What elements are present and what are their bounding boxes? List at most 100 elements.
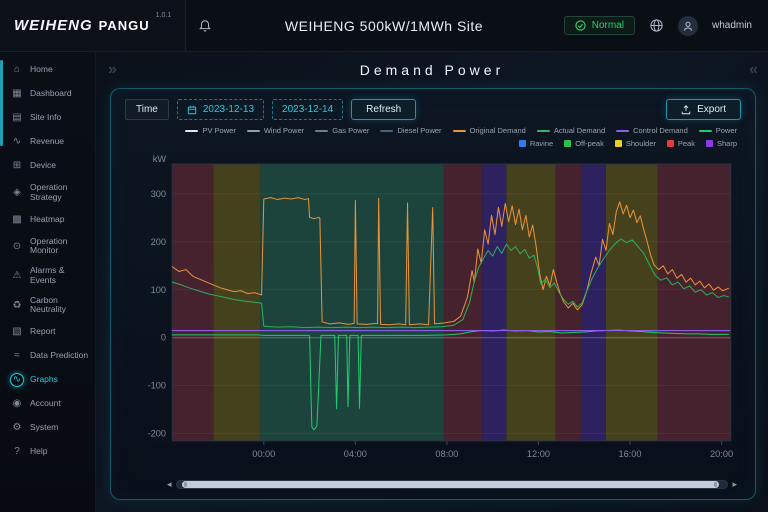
- legend-item-off-peak[interactable]: Off-peak: [564, 139, 604, 148]
- sidebar-item-home[interactable]: ⌂ Home: [0, 58, 95, 82]
- sidebar-item-label: Graphs: [30, 374, 58, 385]
- sidebar-item-revenue[interactable]: ∿ Revenue: [0, 130, 95, 154]
- original-demand-swatch-icon: [452, 129, 466, 132]
- avatar[interactable]: [677, 15, 698, 36]
- end-date-value: 2023-12-14: [282, 104, 334, 115]
- legend-item-diesel-power[interactable]: Diesel Power: [380, 126, 442, 135]
- sidebar-item-graphs[interactable]: ∿ Graphs: [0, 368, 95, 392]
- calendar-icon: [187, 105, 197, 114]
- weiheng-logo-text: WEIHENG: [14, 17, 93, 34]
- svg-text:100: 100: [151, 285, 166, 295]
- sidebar-item-label: Data Prediction: [30, 350, 89, 361]
- sidebar-item-label: Dashboard: [30, 88, 72, 99]
- ravine-swatch-icon: [518, 140, 526, 147]
- pangu-logo-text: PANGU: [98, 18, 150, 33]
- graphs-icon: ∿: [10, 373, 24, 388]
- sidebar-item-site-info[interactable]: ▤ Site Info: [0, 106, 95, 130]
- version-label: 1.0.1: [155, 12, 172, 19]
- legend-item-original-demand[interactable]: Original Demand: [452, 126, 526, 135]
- sidebar-item-help[interactable]: ? Help: [0, 440, 95, 464]
- sidebar-item-account[interactable]: ◉ Account: [0, 392, 95, 416]
- scroll-right-arrow-icon[interactable]: ▸: [732, 478, 737, 489]
- sidebar-item-operation-strategy[interactable]: ◈ Operation Strategy: [0, 178, 95, 208]
- zoom-scrollbar: ◂ ▸: [167, 477, 737, 491]
- start-date-picker[interactable]: 2023-12-13: [176, 99, 265, 120]
- legend-label: Gas Power: [332, 126, 370, 135]
- globe-icon[interactable]: [649, 18, 664, 33]
- device-icon: ⊞: [12, 160, 22, 172]
- legend-label: PV Power: [202, 126, 236, 135]
- svg-text:20:00: 20:00: [710, 449, 733, 459]
- status-badge[interactable]: Normal: [563, 16, 635, 35]
- gas-power-swatch-icon: [315, 129, 329, 132]
- legend-label: Shoulder: [625, 139, 656, 148]
- control-demand-swatch-icon: [616, 129, 630, 132]
- sidebar-item-system[interactable]: ⚙ System: [0, 416, 95, 440]
- legend-item-power[interactable]: Power: [698, 126, 737, 135]
- chart-panel: Time 2023-12-13 2023-12-14 Refresh: [110, 88, 756, 500]
- account-icon: ◉: [12, 398, 22, 410]
- sidebar-item-alarms-events[interactable]: ⚠ Alarms & Events: [0, 261, 95, 291]
- legend-label: Actual Demand: [553, 126, 606, 135]
- sidebar-item-report[interactable]: ▧ Report: [0, 320, 95, 344]
- legend-item-pv-power[interactable]: PV Power: [185, 126, 236, 135]
- system-icon: ⚙: [12, 422, 22, 434]
- refresh-button[interactable]: Refresh: [351, 99, 417, 120]
- sidebar-item-operation-monitor[interactable]: ⊙ Operation Monitor: [0, 232, 95, 262]
- actual-demand-swatch-icon: [536, 129, 550, 132]
- app-shell: ⌂ Home ▦ Dashboard ▤ Site Info ∿ Revenue ⊞ Device…: [0, 52, 768, 512]
- svg-text:-100: -100: [148, 381, 166, 391]
- pv-power-swatch-icon: [185, 129, 199, 132]
- top-bar: WEIHENG PANGU 1.0.1 WEIHENG 500kW/1MWh S…: [0, 0, 768, 52]
- sidebar-item-dashboard[interactable]: ▦ Dashboard: [0, 82, 95, 106]
- legend-item-shoulder[interactable]: Shoulder: [614, 139, 656, 148]
- sidebar-item-label: Heatmap: [30, 213, 65, 224]
- scrollbar-track[interactable]: [175, 479, 729, 489]
- export-label: Export: [697, 104, 726, 115]
- chevron-right-decoration-icon: »: [108, 61, 117, 78]
- sidebar-item-heatmap[interactable]: ▩ Heatmap: [0, 208, 95, 232]
- sidebar-item-carbon-neutrality[interactable]: ♻ Carbon Neutrality: [0, 291, 95, 321]
- page-title-row: » Demand Power «: [96, 52, 768, 88]
- operation-strategy-icon: ◈: [13, 187, 21, 199]
- demand-power-chart[interactable]: 300 200 100 0 -100 -200 kW 00:00 04:00 08:00 12:00…: [125, 152, 741, 475]
- export-icon: [681, 104, 691, 114]
- end-date-picker[interactable]: 2023-12-14: [272, 99, 344, 120]
- export-button[interactable]: Export: [666, 99, 741, 120]
- wind-power-swatch-icon: [246, 129, 260, 132]
- off-peak-swatch-icon: [564, 140, 572, 147]
- legend-item-gas-power[interactable]: Gas Power: [315, 126, 369, 135]
- scrollbar-thumb[interactable]: [182, 480, 720, 488]
- legend-item-control-demand[interactable]: Control Demand: [616, 126, 688, 135]
- sidebar-item-data-prediction[interactable]: ≈ Data Prediction: [0, 344, 95, 368]
- sidebar-item-label: System: [30, 422, 59, 433]
- legend-item-actual-demand[interactable]: Actual Demand: [536, 126, 606, 135]
- svg-text:200: 200: [151, 237, 166, 247]
- sidebar-item-label: Report: [30, 326, 56, 337]
- operation-monitor-icon: ⊙: [12, 240, 22, 252]
- legend-label: Diesel Power: [397, 126, 442, 135]
- check-icon: [575, 20, 586, 31]
- legend-label: Off-peak: [575, 139, 604, 148]
- dashboard-icon: ▦: [12, 88, 22, 100]
- legend-item-sharp[interactable]: Sharp: [705, 139, 737, 148]
- sidebar-item-label: Operation Strategy: [30, 182, 68, 202]
- sidebar: ⌂ Home ▦ Dashboard ▤ Site Info ∿ Revenue ⊞ Device…: [0, 52, 96, 512]
- alarms-events-icon: ⚠: [12, 270, 22, 282]
- legend-item-wind-power[interactable]: Wind Power: [246, 126, 304, 135]
- time-label: Time: [125, 99, 169, 120]
- time-filter-group: Time 2023-12-13 2023-12-14 Refresh: [125, 99, 417, 120]
- start-date-value: 2023-12-13: [202, 104, 255, 115]
- legend-series-row: PV Power Wind Power Gas Power Diesel Power O…: [185, 126, 737, 135]
- status-label: Normal: [591, 20, 624, 31]
- sidebar-item-label: Alarms & Events: [30, 265, 65, 285]
- sidebar-item-device[interactable]: ⊞ Device: [0, 154, 95, 178]
- sidebar-item-label: Account: [30, 398, 61, 409]
- legend-item-ravine[interactable]: Ravine: [518, 139, 553, 148]
- scroll-left-arrow-icon[interactable]: ◂: [167, 478, 172, 489]
- legend-item-peak[interactable]: Peak: [666, 139, 695, 148]
- legend-label: Control Demand: [633, 126, 688, 135]
- bell-icon[interactable]: [198, 19, 212, 33]
- svg-text:04:00: 04:00: [344, 449, 367, 459]
